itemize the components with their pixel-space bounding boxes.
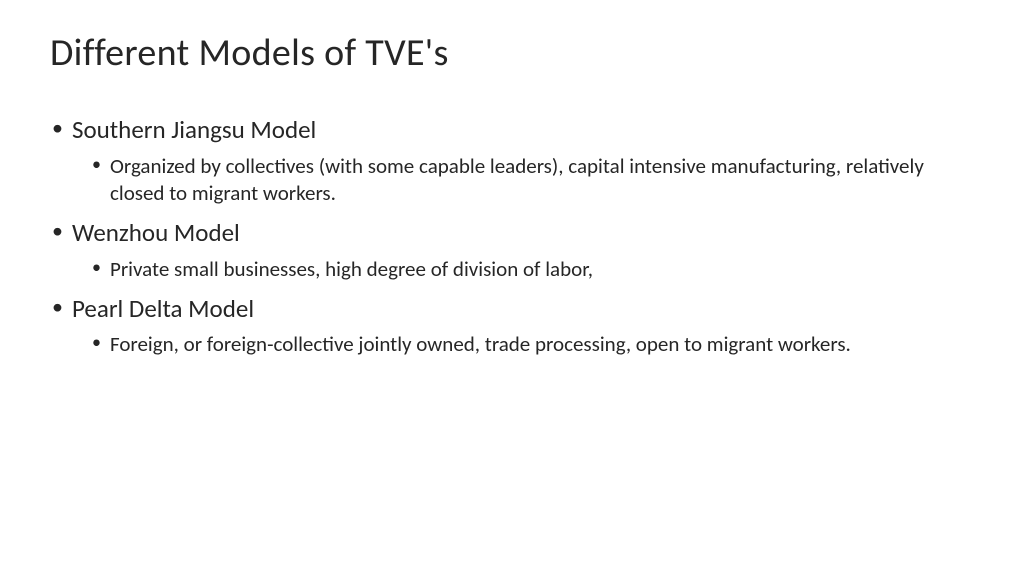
slide-content: Southern Jiangsu Model Organized by coll… bbox=[50, 114, 974, 359]
bullet-level2: Foreign, or foreign-collective jointly o… bbox=[50, 331, 974, 358]
bullet-level1: Southern Jiangsu Model bbox=[50, 114, 974, 147]
bullet-level1: Pearl Delta Model bbox=[50, 293, 974, 326]
bullet-level2: Organized by collectives (with some capa… bbox=[50, 153, 974, 208]
slide-title: Different Models of TVE's bbox=[50, 30, 974, 76]
bullet-level1: Wenzhou Model bbox=[50, 217, 974, 250]
bullet-list: Southern Jiangsu Model Organized by coll… bbox=[50, 114, 974, 359]
bullet-level2: Private small businesses, high degree of… bbox=[50, 256, 974, 283]
